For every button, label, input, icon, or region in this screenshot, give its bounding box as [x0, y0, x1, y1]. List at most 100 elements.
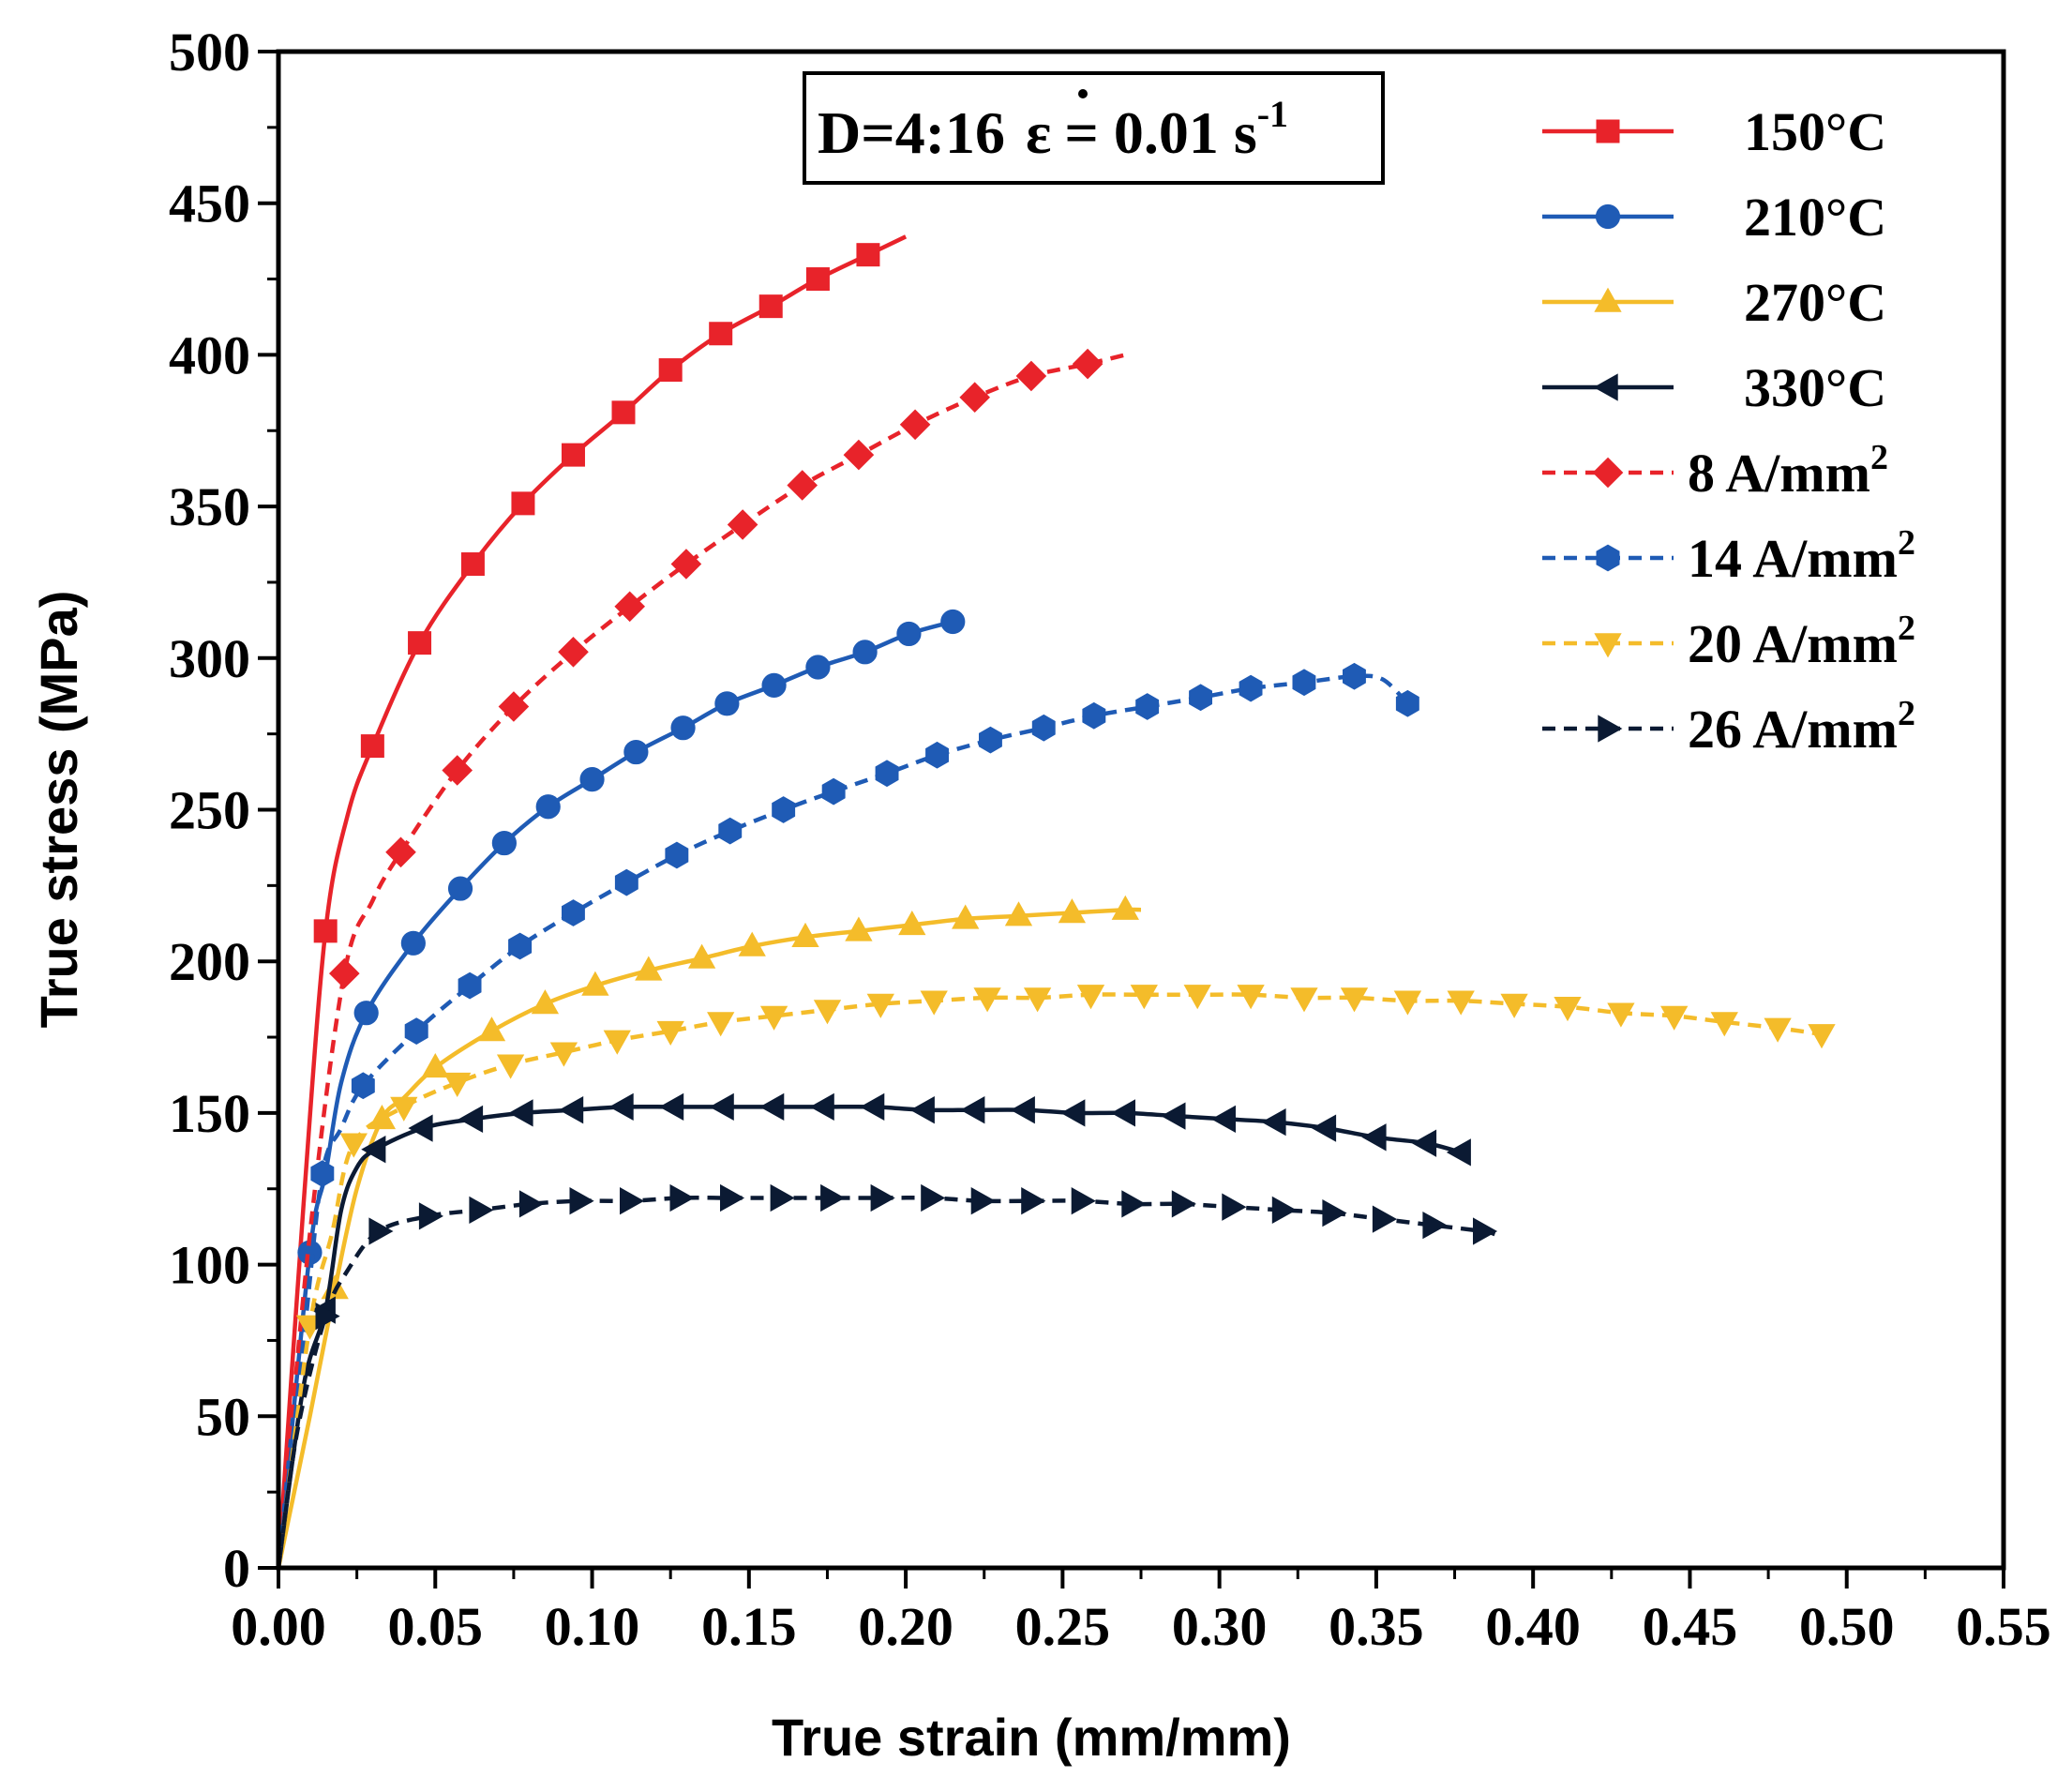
data-point — [1500, 993, 1528, 1018]
y-axis-title: True stress (MPa) — [29, 591, 88, 1029]
data-point — [718, 817, 743, 845]
data-point — [665, 841, 689, 869]
legend-marker — [1592, 457, 1624, 489]
data-point — [1764, 1017, 1792, 1043]
data-point — [611, 400, 636, 425]
y-axis-ticks: 0 50 100 150 200 250 300 350 400 450 500 — [169, 22, 278, 1599]
data-point — [875, 760, 899, 788]
data-point — [603, 1030, 631, 1055]
data-point — [1015, 360, 1047, 392]
data-point — [1222, 1193, 1247, 1221]
legend-label: 8 A/mm2 — [1688, 438, 1888, 504]
data-point — [1237, 985, 1265, 1010]
data-point — [727, 509, 758, 540]
data-point — [1072, 348, 1104, 380]
data-point — [531, 989, 560, 1015]
data-point — [1554, 997, 1582, 1022]
data-point — [896, 621, 922, 647]
legend-item: 330°C — [1542, 357, 1886, 418]
data-point — [820, 1183, 846, 1212]
x-tick-label: 0.25 — [1015, 1596, 1111, 1657]
data-point — [623, 739, 649, 765]
data-point — [670, 715, 696, 741]
legend-item: 20 A/mm2 — [1542, 609, 1915, 674]
data-point — [1311, 1114, 1337, 1142]
legend-label: 270°C — [1744, 272, 1886, 333]
data-point — [805, 655, 831, 680]
data-point — [821, 777, 846, 806]
y-tick-label: 100 — [169, 1235, 250, 1296]
data-point — [313, 919, 338, 943]
y-tick-label: 0 — [223, 1538, 250, 1599]
legend-label: 14 A/mm2 — [1688, 523, 1915, 589]
data-point — [635, 956, 663, 981]
data-point — [843, 439, 875, 471]
data-point — [360, 734, 384, 759]
data-point — [925, 741, 949, 769]
x-tick-label: 0.55 — [1956, 1596, 2051, 1657]
legend-marker — [1598, 715, 1623, 743]
data-point — [1446, 1138, 1471, 1167]
data-point — [385, 836, 416, 868]
data-point — [460, 552, 485, 577]
data-point — [866, 993, 894, 1018]
data-point — [870, 1183, 895, 1212]
data-point — [408, 631, 432, 655]
data-point — [496, 1054, 525, 1079]
data-point — [1239, 674, 1263, 702]
x-tick-label: 0.05 — [388, 1596, 484, 1657]
data-point — [805, 267, 830, 292]
legend-marker — [1594, 633, 1622, 658]
x-tick-label: 0.30 — [1172, 1596, 1268, 1657]
series-line — [276, 673, 1410, 1569]
data-point — [1210, 1105, 1236, 1134]
data-point — [709, 1092, 734, 1122]
y-tick-label: 500 — [169, 22, 250, 83]
data-point — [535, 794, 561, 820]
data-point — [508, 932, 533, 960]
y-tick-label: 150 — [169, 1083, 250, 1144]
data-point — [687, 943, 716, 969]
data-point — [1411, 1129, 1437, 1157]
data-point — [1422, 1211, 1448, 1240]
data-point — [511, 491, 535, 516]
data-point — [856, 243, 880, 267]
data-point — [770, 1183, 795, 1212]
x-tick-label: 0.20 — [858, 1596, 953, 1657]
legend-label: 210°C — [1744, 187, 1886, 248]
data-point — [390, 1096, 418, 1122]
data-point — [707, 1012, 735, 1037]
data-point — [1271, 1196, 1297, 1225]
data-point — [508, 1099, 533, 1127]
data-point — [447, 876, 473, 901]
legend-label: 150°C — [1744, 101, 1886, 162]
data-point — [1261, 1107, 1286, 1137]
legend-marker — [1593, 373, 1618, 401]
data-point — [809, 1092, 834, 1122]
data-point — [361, 1136, 386, 1164]
data-point — [1473, 1217, 1498, 1245]
data-point — [549, 1042, 578, 1067]
x-tick-label: 0.45 — [1643, 1596, 1738, 1657]
legend-item: 26 A/mm2 — [1542, 694, 1915, 760]
series-layer — [276, 234, 1836, 1569]
data-point — [1060, 1099, 1086, 1127]
data-point — [960, 1096, 985, 1124]
series-line — [276, 907, 1142, 1569]
x-tick-label: 0.00 — [231, 1596, 326, 1657]
data-point — [498, 691, 530, 722]
data-point — [518, 1190, 545, 1218]
series-7 — [276, 1183, 1498, 1569]
data-point — [1447, 990, 1475, 1016]
data-point — [408, 1114, 433, 1142]
data-point — [720, 1183, 745, 1212]
data-point — [940, 609, 966, 635]
data-point — [1607, 1002, 1635, 1028]
data-point — [959, 382, 991, 414]
x-axis-title: True strain (mm/mm) — [772, 1708, 1291, 1767]
data-point — [1361, 1123, 1387, 1152]
annotation-box — [803, 71, 1385, 185]
data-point — [979, 726, 1002, 754]
data-point — [442, 755, 473, 786]
